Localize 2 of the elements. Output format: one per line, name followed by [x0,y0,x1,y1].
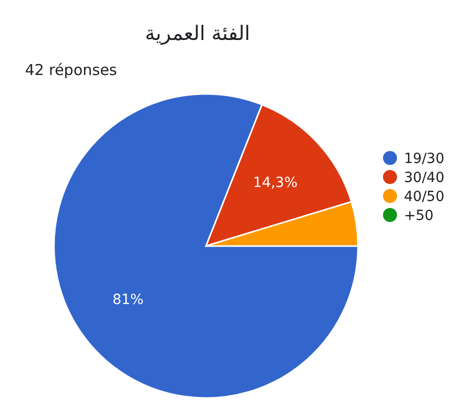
subtitle: 42 réponses [25,61,117,79]
title: الفئة العمرية [145,21,250,45]
